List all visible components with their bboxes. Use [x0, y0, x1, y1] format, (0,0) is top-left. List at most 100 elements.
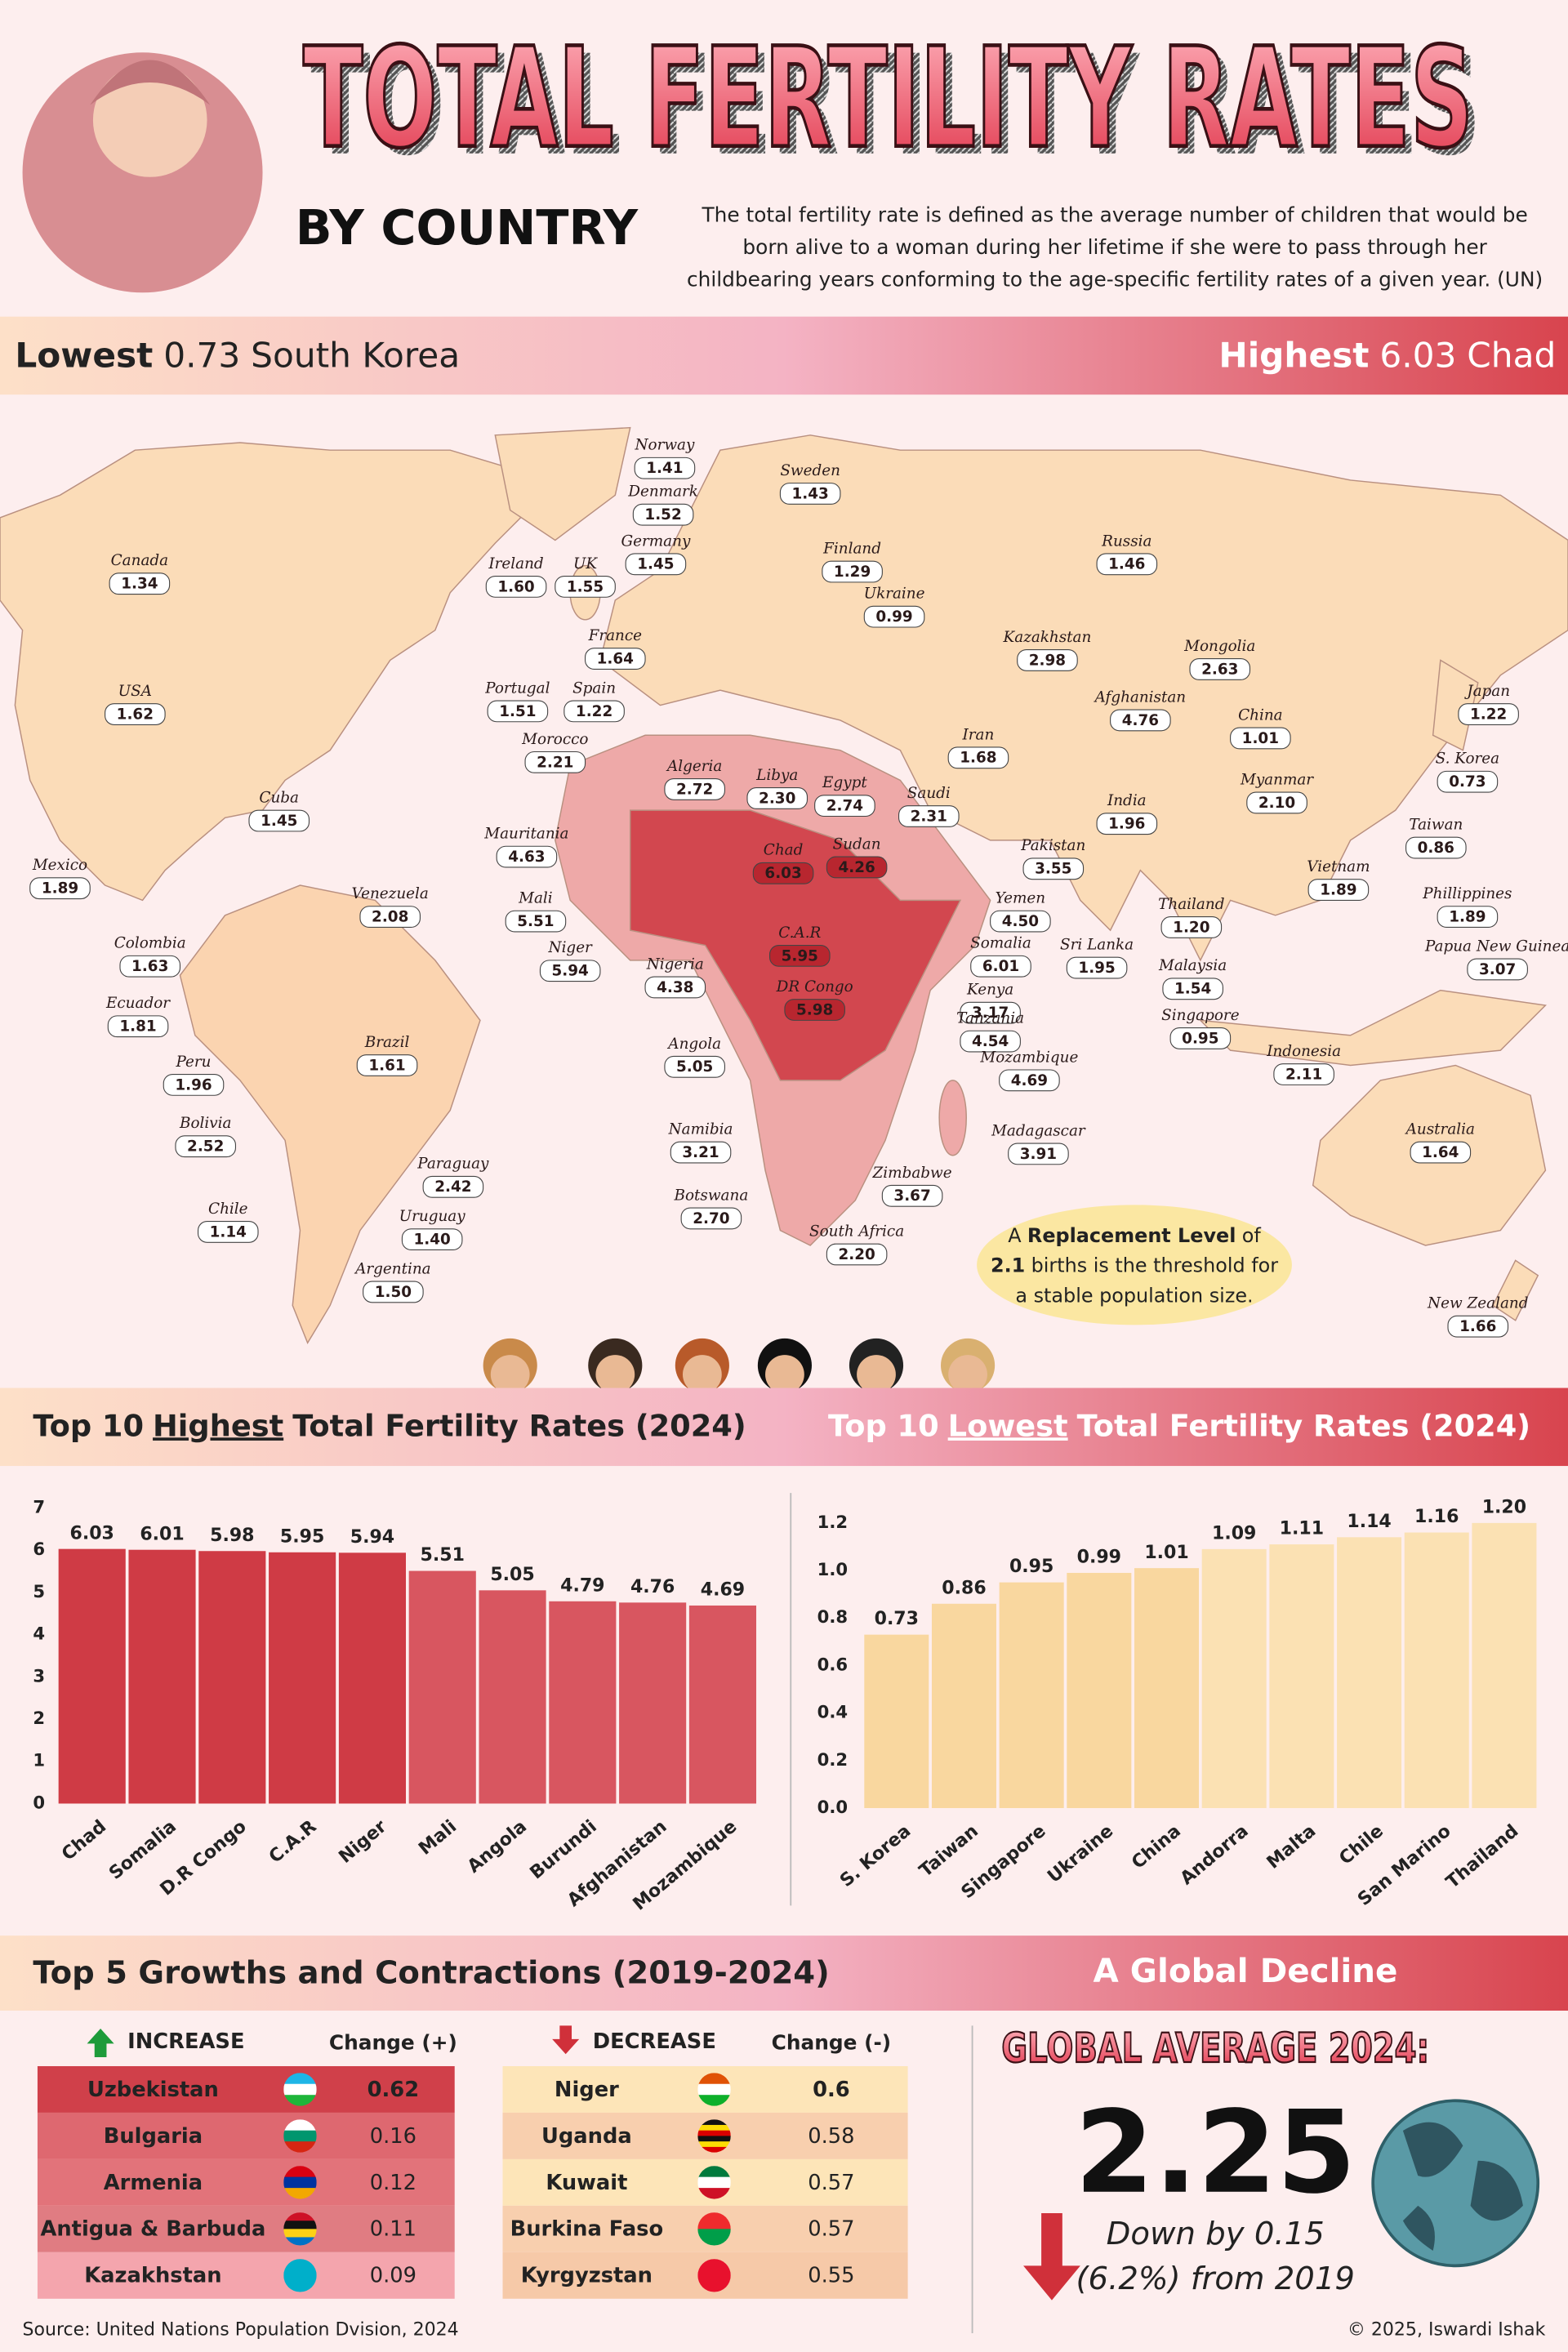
- flag-stripe: [697, 2124, 731, 2132]
- value-box: [898, 805, 960, 827]
- map-label: France 1.64: [585, 627, 646, 670]
- country-value: 1.22: [1470, 706, 1507, 723]
- flag-stripe: [283, 2119, 317, 2132]
- flag-stripe: [283, 2166, 317, 2178]
- north-america: [0, 442, 541, 902]
- country-value: 4.69: [1011, 1072, 1048, 1089]
- global-value: 2.25: [1075, 2086, 1356, 2219]
- value-box: [197, 1221, 259, 1243]
- value-box: [1467, 958, 1528, 981]
- map-label: Morocco 2.21: [521, 731, 588, 773]
- flag-stripe: [697, 2229, 731, 2246]
- bar: [338, 1552, 406, 1804]
- country-value: 1.62: [117, 706, 154, 723]
- map-label: Somalia 6.01: [970, 935, 1031, 978]
- note-line: 2.1 births is the threshold for: [991, 1254, 1278, 1277]
- country-value: 1.22: [576, 703, 612, 720]
- value-box: [1437, 770, 1499, 793]
- country-value: 6.03: [764, 865, 801, 882]
- country-name: Finland: [822, 540, 881, 557]
- country-value: 1.41: [646, 460, 683, 477]
- country-name: Papua New Guinea: [1424, 938, 1568, 955]
- value-box: [363, 1281, 424, 1303]
- value-box: [990, 910, 1051, 933]
- table-header: Change (-): [772, 2030, 891, 2054]
- country-cell: Antigua & Barbuda: [40, 2217, 265, 2242]
- y-tick-label: 1.0: [817, 1559, 848, 1579]
- description-line: The total fertility rate is defined as t…: [701, 203, 1527, 227]
- source: Source: United Nations Population Dvisio…: [23, 2319, 459, 2340]
- country-name: Egypt: [822, 774, 867, 791]
- country-name: Australia: [1405, 1121, 1475, 1138]
- child-face: [682, 1355, 722, 1394]
- value-label: 4.69: [701, 1580, 745, 1601]
- baby-hat: [90, 60, 211, 105]
- globe-land: [1402, 2122, 1523, 2251]
- y-tick-label: 1: [33, 1750, 45, 1771]
- bar: [1337, 1537, 1402, 1808]
- map-label: India 1.96: [1096, 792, 1158, 835]
- y-tick-label: 3: [33, 1665, 45, 1686]
- country-value: 1.40: [413, 1232, 450, 1249]
- value-box: [1273, 1063, 1334, 1085]
- south-america: [179, 884, 481, 1345]
- map-label: Argentina 1.50: [354, 1260, 431, 1303]
- bar: [1201, 1548, 1267, 1808]
- note-text: of: [1242, 1224, 1262, 1247]
- global-change: (6.2%) from 2019: [1076, 2261, 1355, 2297]
- country-name: Paraguay: [416, 1156, 489, 1173]
- y-tick-label: 0: [33, 1792, 45, 1812]
- bar: [1067, 1572, 1132, 1808]
- section-band: [0, 1936, 1568, 2011]
- country-name: Sri Lanka: [1060, 937, 1134, 954]
- country-value: 2.42: [434, 1178, 471, 1196]
- value-box: [960, 1030, 1021, 1053]
- flag-stripe: [283, 2221, 317, 2230]
- country-cell: Uzbekistan: [87, 2078, 219, 2102]
- country-value: 4.76: [1122, 712, 1159, 729]
- global-change: Down by 0.15: [1107, 2216, 1325, 2252]
- country-value: 1.96: [1108, 816, 1145, 833]
- flag: [283, 2259, 317, 2292]
- value-box: [670, 1141, 732, 1164]
- map-label: Australia 1.64: [1405, 1121, 1475, 1164]
- country-value: 1.46: [1108, 556, 1145, 573]
- value-label: 1.09: [1212, 1524, 1256, 1544]
- country-name: Ireland: [488, 555, 544, 572]
- flag-stripe: [283, 2095, 317, 2106]
- country-name: DR Congo: [776, 978, 853, 996]
- value-label: 5.51: [421, 1545, 465, 1566]
- country-value: 4.50: [1002, 913, 1039, 930]
- country-value: 5.05: [676, 1058, 713, 1076]
- highest-label: Highest: [1218, 335, 1369, 375]
- bar: [1472, 1522, 1537, 1808]
- value-box: [752, 862, 814, 884]
- map-label: Angola 5.05: [664, 1036, 725, 1078]
- value-box: [970, 955, 1031, 978]
- value-box: [356, 1054, 418, 1076]
- value-box: [564, 700, 625, 723]
- country-name: Norway: [634, 437, 695, 454]
- bar: [1404, 1532, 1469, 1808]
- indonesia: [1198, 989, 1547, 1067]
- country-value: 2.30: [759, 790, 795, 807]
- value-box: [585, 648, 646, 670]
- value-box: [625, 553, 687, 576]
- flag-stripe: [697, 2259, 731, 2292]
- table-row: [37, 2112, 455, 2159]
- value-box: [826, 1243, 888, 1266]
- title-shadow: TOTAL FERTILITY RATES: [310, 25, 1481, 186]
- map-label: Sudan 4.26: [826, 835, 888, 879]
- map-labels: Canada 1.34 USA 1.62 Mexico 1.89 Cuba 1.45 Venez…: [29, 437, 1568, 1338]
- map-label: DR Congo 5.98: [776, 978, 853, 1021]
- bar: [408, 1570, 476, 1804]
- value-box: [1066, 956, 1128, 979]
- y-tick-label: 0.6: [817, 1654, 848, 1674]
- country-value: 1.43: [791, 485, 828, 502]
- country-cell: Kyrgyzstan: [521, 2264, 653, 2288]
- y-tick-label: 0.2: [817, 1749, 848, 1770]
- map-label: Kenya 3.17: [960, 982, 1021, 1024]
- country-value: 4.54: [972, 1033, 1009, 1050]
- value-label: 6.01: [140, 1524, 184, 1544]
- country-name: Angola: [666, 1036, 721, 1053]
